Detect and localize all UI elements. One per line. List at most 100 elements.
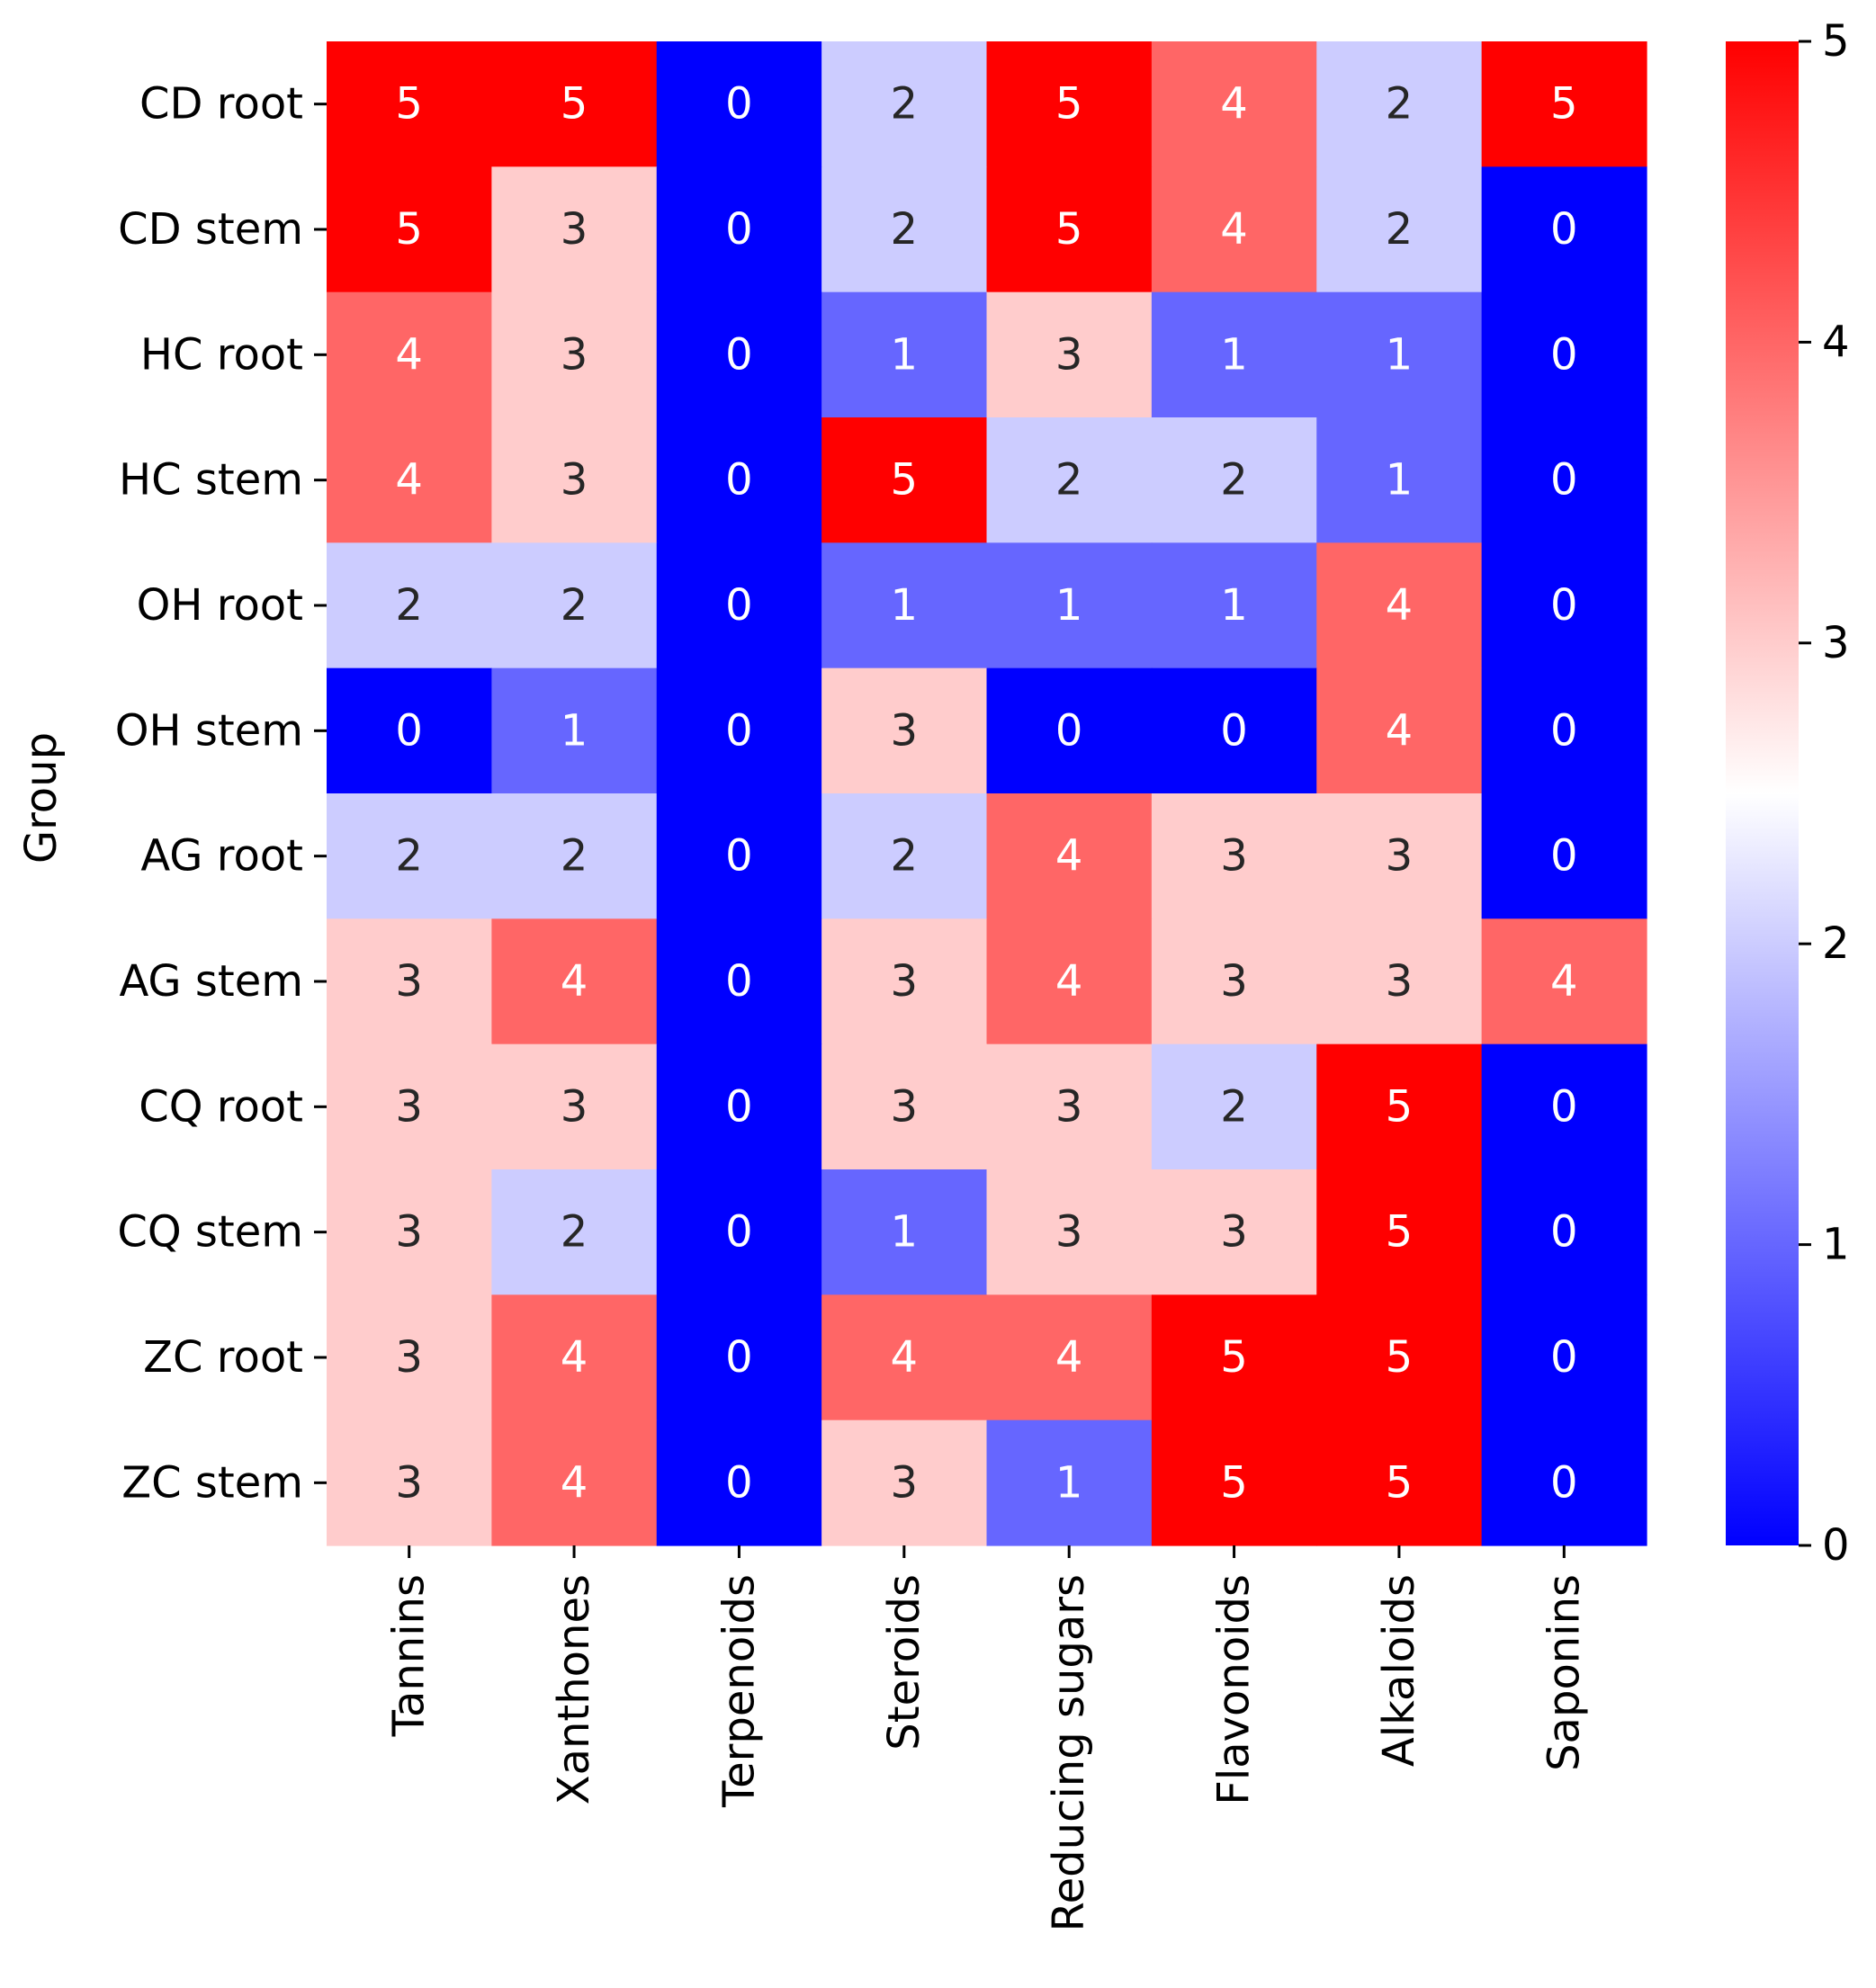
cell-value-label: 0 xyxy=(725,1081,753,1132)
heatmap-cell xyxy=(986,1294,1153,1421)
heatmap-cell xyxy=(327,667,492,794)
heatmap-cell xyxy=(1151,41,1317,167)
heatmap-cell xyxy=(491,793,658,919)
cell-value-label: 5 xyxy=(1386,1207,1414,1258)
cell-value-label: 3 xyxy=(395,1332,423,1383)
cell-value-label: 4 xyxy=(395,329,423,380)
y-tick-label: AG stem xyxy=(119,956,303,1007)
cell-value-label: 0 xyxy=(1550,1207,1578,1258)
cell-value-label: 0 xyxy=(1550,705,1578,756)
heatmap-cell xyxy=(1481,417,1647,543)
cell-annotations: 5 5 0 2 5 4 2 5 5 3 0 2 5 4 2 0 4 3 0 1 3 1 1 0 4 3 0 5 2 2 1 0 2 2 0 1 1 1 4 0… xyxy=(395,79,1577,1509)
y-tick-label: OH root xyxy=(137,580,303,631)
cell-value-label: 1 xyxy=(1055,1457,1083,1508)
colorbar-tick-label: 0 xyxy=(1822,1520,1850,1571)
heatmap-cell xyxy=(1316,1294,1483,1421)
cell-value-label: 2 xyxy=(395,580,423,631)
cell-value-label: 4 xyxy=(561,1457,588,1508)
heatmap-cell xyxy=(1481,1294,1647,1421)
x-tick-label: Saponins xyxy=(1539,1574,1589,1771)
y-tick-label: CD stem xyxy=(118,204,303,255)
heatmap-cell xyxy=(821,291,988,418)
heatmap-cell xyxy=(1481,166,1647,293)
cell-value-label: 5 xyxy=(1550,79,1578,130)
cell-value-label: 1 xyxy=(561,705,588,756)
heatmap-cell xyxy=(327,41,492,167)
heatmap-cell xyxy=(986,166,1153,293)
cell-value-label: 5 xyxy=(1055,79,1083,130)
cell-value-label: 3 xyxy=(1386,831,1414,882)
cell-value-label: 0 xyxy=(725,455,753,506)
cell-value-label: 5 xyxy=(395,204,423,255)
heatmap-cell xyxy=(491,1419,658,1546)
heatmap-cell xyxy=(1151,417,1317,543)
cell-value-label: 0 xyxy=(725,1207,753,1258)
x-tick-labels: Tannins Xanthones Terpenoids Steroids Reduci… xyxy=(384,1545,1589,1932)
cell-value-label: 0 xyxy=(395,705,423,756)
heatmap-cell xyxy=(1481,542,1647,669)
cell-value-label: 0 xyxy=(1550,455,1578,506)
heatmap-cell xyxy=(491,417,658,543)
heatmap-cell xyxy=(491,1169,658,1295)
cell-value-label: 0 xyxy=(1550,329,1578,380)
cell-value-label: 5 xyxy=(1386,1457,1414,1508)
cell-value-label: 5 xyxy=(1055,204,1083,255)
heatmap-cell xyxy=(656,41,822,167)
cell-value-label: 0 xyxy=(725,79,753,130)
heatmap-cell xyxy=(327,291,492,418)
heatmap-cell xyxy=(491,542,658,669)
y-tick-label: CQ stem xyxy=(117,1207,303,1258)
heatmap-cell xyxy=(656,1419,822,1546)
cell-value-label: 4 xyxy=(1055,956,1083,1007)
cell-value-label: 3 xyxy=(561,455,588,506)
heatmap-cell xyxy=(1481,41,1647,167)
cell-value-label: 5 xyxy=(1220,1332,1248,1383)
heatmap-cell xyxy=(491,667,658,794)
heatmap-cell xyxy=(1151,166,1317,293)
cell-value-label: 2 xyxy=(561,831,588,882)
heatmap-cell xyxy=(1316,793,1483,919)
x-tick-label: Steroids xyxy=(879,1574,929,1751)
heatmap-cell xyxy=(986,542,1153,669)
heatmap-cell xyxy=(1151,793,1317,919)
heatmap-cell xyxy=(1316,1043,1483,1170)
heatmap-cell xyxy=(1151,1169,1317,1295)
heatmap-cell xyxy=(821,542,988,669)
heatmap-cell xyxy=(327,166,492,293)
cell-value-label: 1 xyxy=(1386,455,1414,506)
x-tick-label: Xanthones xyxy=(549,1574,599,1804)
cell-value-label: 4 xyxy=(1386,705,1414,756)
heatmap-cell xyxy=(656,793,822,919)
heatmap-cell xyxy=(491,1043,658,1170)
cell-value-label: 4 xyxy=(1550,956,1578,1007)
cell-value-label: 0 xyxy=(1550,204,1578,255)
heatmap-cell xyxy=(491,1294,658,1421)
cell-value-label: 3 xyxy=(1386,956,1414,1007)
heatmap-cell xyxy=(821,1043,988,1170)
cell-value-label: 4 xyxy=(1220,79,1248,130)
heatmap-cells xyxy=(327,41,1647,1546)
heatmap-cell xyxy=(821,918,988,1045)
cell-value-label: 2 xyxy=(561,580,588,631)
cell-value-label: 0 xyxy=(725,705,753,756)
cell-value-label: 2 xyxy=(561,1207,588,1258)
cell-value-label: 3 xyxy=(561,204,588,255)
cell-value-label: 4 xyxy=(891,1332,919,1383)
cell-value-label: 3 xyxy=(395,1207,423,1258)
heatmap-cell xyxy=(821,1419,988,1546)
heatmap-cell xyxy=(986,417,1153,543)
cell-value-label: 3 xyxy=(891,956,919,1007)
heatmap-cell xyxy=(1316,1169,1483,1295)
x-tick-label: Flavonoids xyxy=(1209,1574,1260,1805)
heatmap-cell xyxy=(821,417,988,543)
cell-value-label: 4 xyxy=(395,455,423,506)
cell-value-label: 3 xyxy=(561,1081,588,1132)
cell-value-label: 0 xyxy=(725,1332,753,1383)
y-tick-label: ZC stem xyxy=(121,1457,303,1508)
heatmap-cell xyxy=(1316,667,1483,794)
heatmap-cell xyxy=(986,793,1153,919)
heatmap-cell xyxy=(1481,291,1647,418)
cell-value-label: 1 xyxy=(1220,580,1248,631)
y-tick-labels: CD root CD stem HC root HC stem OH root OH st… xyxy=(115,79,327,1508)
